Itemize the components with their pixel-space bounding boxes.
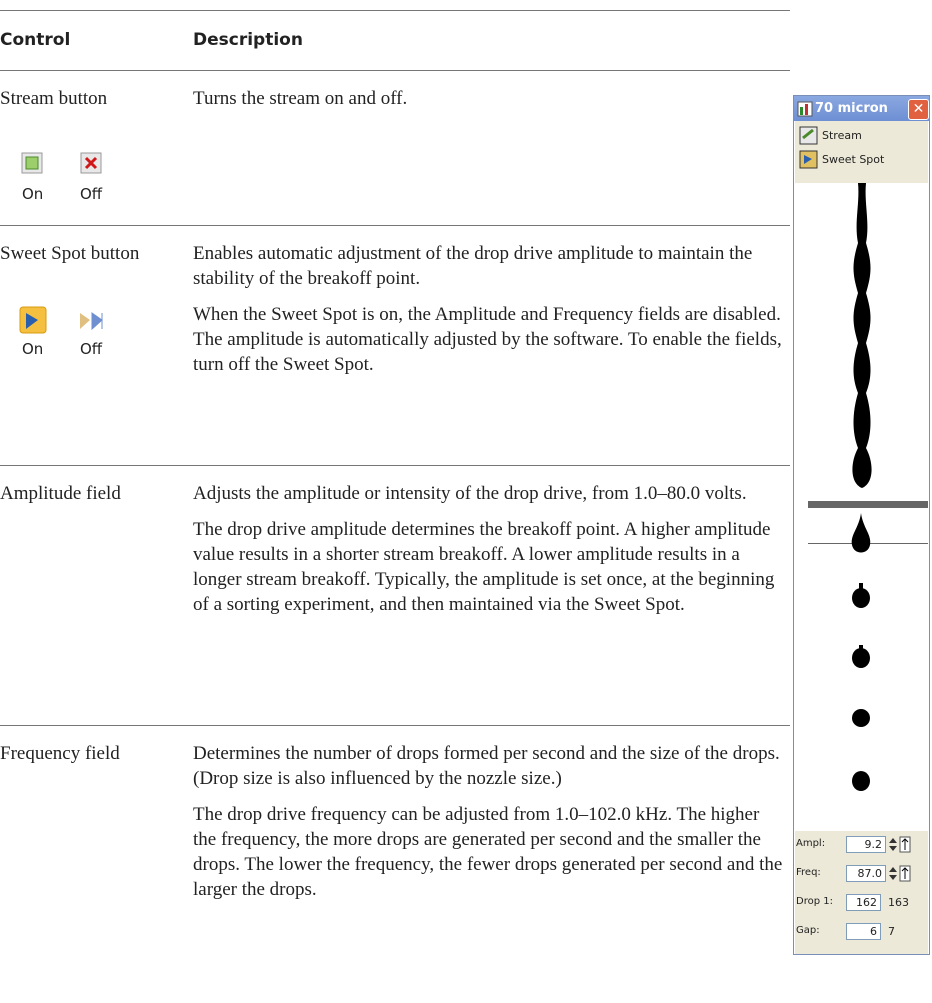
paragraph: Turns the stream on and off. xyxy=(193,88,408,109)
icon-part xyxy=(25,156,39,170)
panel-title: 70 micron xyxy=(815,101,888,116)
description: Adjusts the amplitude or intensity of th… xyxy=(193,481,785,628)
column-header: Description xyxy=(193,30,303,50)
window-icon xyxy=(797,101,813,117)
sweet-off-icon xyxy=(80,313,90,329)
title-bar xyxy=(794,96,929,121)
icon-label: Off xyxy=(80,185,103,203)
icon-part xyxy=(91,312,103,331)
field-label: Freq: xyxy=(796,867,821,878)
control-name: Stream button xyxy=(0,88,108,109)
paragraph: The drop drive frequency can be adjusted… xyxy=(193,804,783,900)
icon-label: On xyxy=(22,340,44,358)
paragraph: When the Sweet Spot is on, the Amplitude… xyxy=(193,304,782,375)
spinner[interactable] xyxy=(887,865,913,882)
rule xyxy=(0,725,790,726)
paragraph: Enables automatic adjustment of the drop… xyxy=(193,243,753,289)
field-value[interactable]: 9.2 xyxy=(846,836,886,853)
field-value[interactable]: 162 xyxy=(846,894,881,911)
rule xyxy=(0,465,790,466)
stream-image xyxy=(808,183,928,791)
paragraph: The drop drive amplitude determines the … xyxy=(193,519,775,615)
field-label: Gap: xyxy=(796,925,820,936)
control-name: Amplitude field xyxy=(0,483,121,504)
field-label: Drop 1: xyxy=(796,896,833,907)
description: Enables automatic adjustment of the drop… xyxy=(193,241,785,388)
description: Turns the stream on and off. xyxy=(193,86,785,122)
description: Determines the number of drops formed pe… xyxy=(193,741,785,913)
paragraph: Determines the number of drops formed pe… xyxy=(193,743,780,789)
panel-button[interactable]: Stream xyxy=(822,129,862,142)
field-value[interactable]: 6 xyxy=(846,923,881,940)
control-name: Frequency field xyxy=(0,743,120,764)
rule xyxy=(0,70,790,71)
stream-panel: 70 micron ✕ Stream Sweet Spot Ampl: 9.2 Fr… xyxy=(793,95,930,955)
icon-label: Off xyxy=(80,340,103,358)
icon-label: On xyxy=(22,185,44,203)
field-extra: 7 xyxy=(888,925,895,938)
field-extra: 163 xyxy=(888,896,909,909)
field-value[interactable]: 87.0 xyxy=(846,865,886,882)
icon-part xyxy=(26,313,38,329)
panel-button[interactable]: Sweet Spot xyxy=(822,153,885,166)
close-button[interactable]: ✕ xyxy=(908,99,929,120)
icons xyxy=(19,306,103,334)
rule xyxy=(0,10,790,11)
panel-icons xyxy=(799,126,818,169)
rule xyxy=(0,225,790,226)
icons xyxy=(21,152,102,174)
control-name: Sweet Spot button xyxy=(0,243,140,264)
paragraph: Adjusts the amplitude or intensity of th… xyxy=(193,483,747,504)
icon-part xyxy=(84,156,98,170)
column-header: Control xyxy=(0,30,71,50)
spinner[interactable] xyxy=(887,836,913,853)
field-label: Ampl: xyxy=(796,838,826,849)
